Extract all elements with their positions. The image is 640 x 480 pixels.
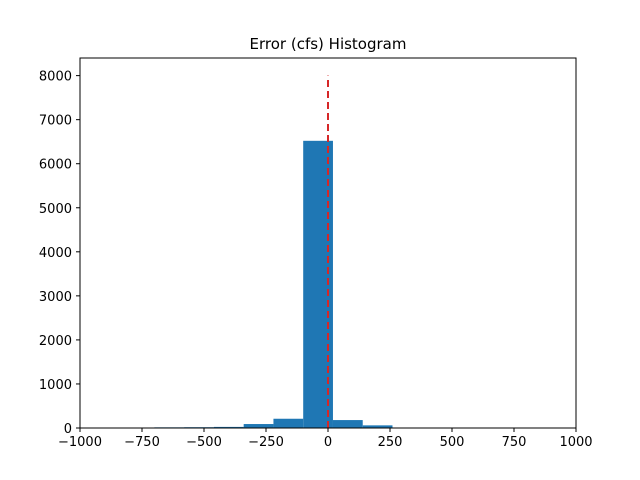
histogram-bar xyxy=(362,425,393,428)
y-axis: 0 1000 2000 3000 4000 5000 6000 7000 8000 xyxy=(39,70,80,437)
x-tick-label: −500 xyxy=(186,435,222,450)
y-tick-label: 5000 xyxy=(39,202,72,217)
y-tick-label: 6000 xyxy=(39,158,72,173)
x-tick-label: 750 xyxy=(502,435,527,450)
y-tick-label: 2000 xyxy=(39,334,72,349)
y-tick-label: 3000 xyxy=(39,290,72,305)
x-tick-label: −250 xyxy=(248,435,284,450)
y-tick-label: 1000 xyxy=(39,378,72,393)
histogram-bar xyxy=(273,418,304,428)
y-tick-label: 4000 xyxy=(39,246,72,261)
x-axis: −1000 −750 −500 −250 0 250 500 750 1000 xyxy=(58,428,593,450)
histogram-bars xyxy=(124,140,423,429)
y-tick-label: 0 xyxy=(64,422,72,437)
x-tick-label: −1000 xyxy=(58,435,102,450)
x-tick-label: 0 xyxy=(324,435,332,450)
x-tick-label: 1000 xyxy=(559,435,592,450)
x-tick-label: −750 xyxy=(124,435,160,450)
histogram-bar xyxy=(243,424,274,428)
x-tick-label: 250 xyxy=(378,435,403,450)
x-tick-label: 500 xyxy=(440,435,465,450)
histogram-bar xyxy=(213,426,244,428)
y-tick-label: 7000 xyxy=(39,114,72,129)
histogram-bar xyxy=(332,420,363,428)
y-tick-label: 8000 xyxy=(39,70,72,85)
chart-title: Error (cfs) Histogram xyxy=(250,35,407,53)
